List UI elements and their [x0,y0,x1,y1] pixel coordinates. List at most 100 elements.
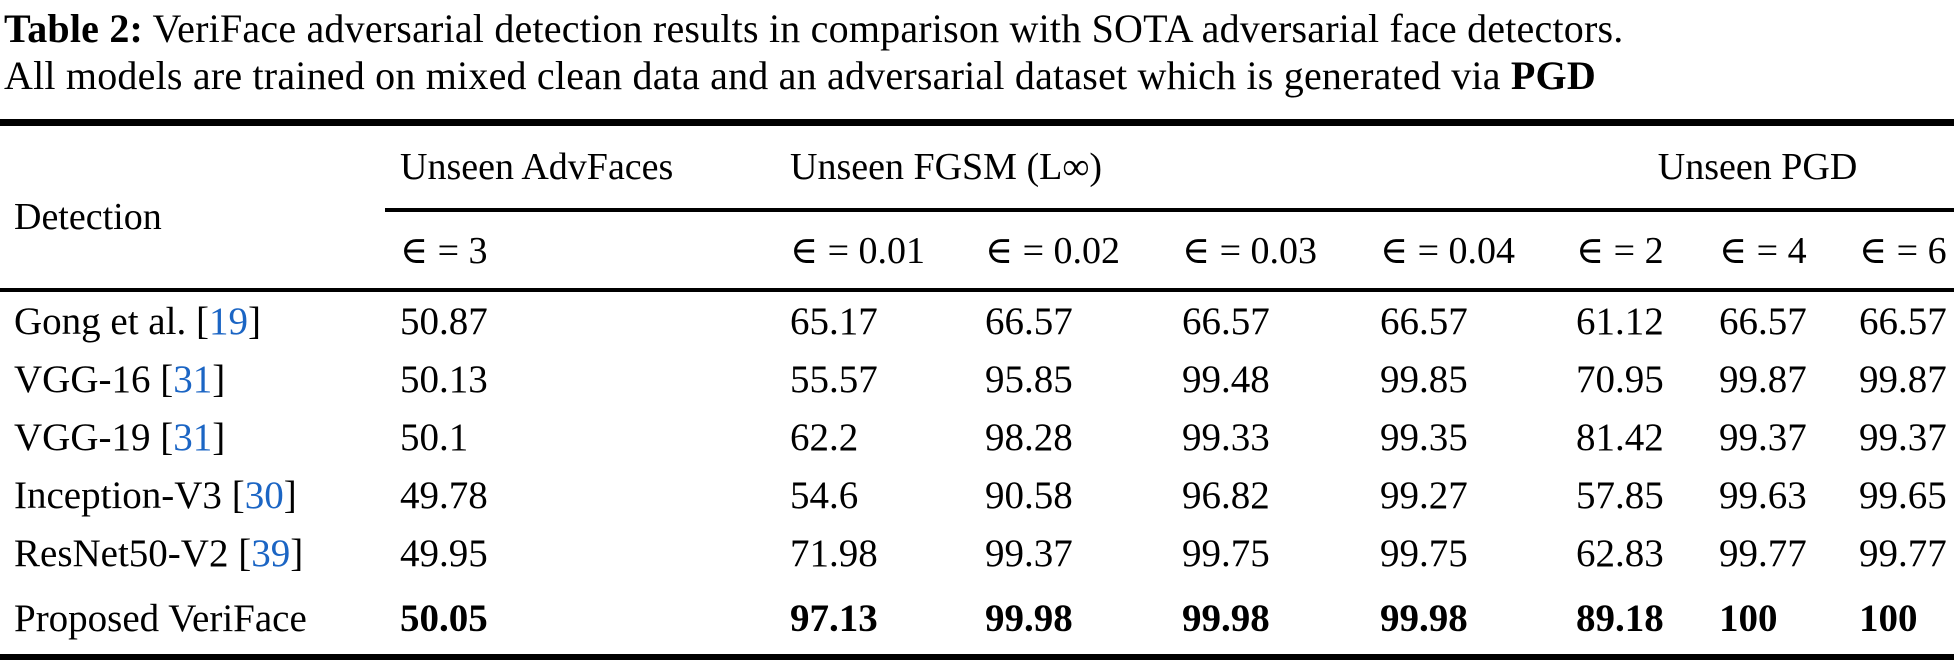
table-row-vgg16: VGG-16 [31] 50.13 55.57 95.85 99.48 99.8… [0,350,1954,408]
value-cell: 99.85 [1380,357,1468,401]
model-name: VGG-19 [31] [0,408,385,466]
model-name: VGG-16 [31] [0,350,385,408]
value-cell: 99.27 [1380,473,1468,517]
value-cell: 50.05 [400,596,488,640]
value-cell: 62.83 [1576,531,1664,575]
value-cell: 97.13 [790,596,878,640]
model-name: Proposed VeriFace [0,582,385,657]
value-cell: 99.33 [1182,415,1270,459]
value-cell: 99.87 [1719,357,1807,401]
value-cell: 90.58 [985,473,1073,517]
value-cell: 95.85 [985,357,1073,401]
citation-bracket-open: [ [150,357,174,401]
value-cell: 55.57 [790,357,878,401]
epsilon-header-fgsm-002: ∈ = 0.02 [970,210,1167,292]
table-caption: Table 2: VeriFace adversarial detection … [0,0,1954,99]
citation-bracket-open: [ [150,415,174,459]
value-cell: 50.1 [400,415,469,459]
value-cell: 49.78 [400,473,488,517]
epsilon-header-fgsm-001: ∈ = 0.01 [775,210,970,292]
model-name: Gong et al. [19] [0,290,385,350]
value-cell: 65.17 [790,299,878,343]
table-row-vgg19: VGG-19 [31] 50.1 62.2 98.28 99.33 99.35 … [0,408,1954,466]
table-row-proposed-veriface: Proposed VeriFace 50.05 97.13 99.98 99.9… [0,582,1954,657]
citation-bracket-open: [ [221,473,245,517]
model-label: Proposed VeriFace [14,596,307,640]
value-cell: 99.77 [1719,531,1807,575]
group-header-advfaces: Unseen AdvFaces [385,122,775,212]
citation-bracket-open: [ [228,531,252,575]
value-cell: 57.85 [1576,473,1664,517]
value-cell: 50.87 [400,299,488,343]
citation-bracket-close: ] [290,531,304,575]
model-label: ResNet50-V2 [14,531,229,575]
value-cell: 99.98 [1380,596,1468,640]
value-cell: 66.57 [1719,299,1807,343]
value-cell: 99.37 [1859,415,1947,459]
citation-bracket-close: ] [212,415,226,459]
results-table: Detection Unseen AdvFaces Unseen FGSM (L… [0,119,1954,660]
group-header-row: Detection Unseen AdvFaces Unseen FGSM (L… [0,122,1954,292]
epsilon-header-row: ∈ = 3 ∈ = 0.01 ∈ = 0.02 ∈ = 0.03 ∈ = 0.0… [0,210,1954,292]
value-cell: 100 [1719,596,1778,640]
table-row-gong: Gong et al. [19] 50.87 65.17 66.57 66.57… [0,290,1954,350]
caption-pgd-bold: PGD [1510,53,1596,98]
value-cell: 66.57 [1380,299,1468,343]
citation-bracket-close: ] [212,357,226,401]
model-label: Gong et al. [14,299,187,343]
value-cell: 99.87 [1859,357,1947,401]
caption-line1: VeriFace adversarial detection results i… [143,6,1624,51]
value-cell: 99.75 [1182,531,1270,575]
model-name: ResNet50-V2 [39] [0,524,385,582]
citation-link[interactable]: 31 [173,357,213,401]
table-row-resnet: ResNet50-V2 [39] 49.95 71.98 99.37 99.75… [0,524,1954,582]
value-cell: 62.2 [790,415,859,459]
citation-bracket-open: [ [186,299,209,343]
model-name: Inception-V3 [30] [0,466,385,524]
epsilon-header-fgsm-004: ∈ = 0.04 [1365,210,1562,292]
value-cell: 49.95 [400,531,488,575]
value-cell: 99.77 [1859,531,1947,575]
group-header-fgsm: Unseen FGSM (L∞) [775,122,1562,212]
value-cell: 66.57 [1182,299,1270,343]
value-cell: 99.98 [1182,596,1270,640]
value-cell: 99.37 [985,531,1073,575]
value-cell: 99.35 [1380,415,1468,459]
value-cell: 50.13 [400,357,488,401]
value-cell: 70.95 [1576,357,1664,401]
citation-link[interactable]: 31 [173,415,213,459]
epsilon-header-fgsm-003: ∈ = 0.03 [1167,210,1365,292]
epsilon-header-advfaces-3: ∈ = 3 [385,210,775,292]
citation-link[interactable]: 30 [244,473,284,517]
value-cell: 99.98 [985,596,1073,640]
value-cell: 71.98 [790,531,878,575]
value-cell: 99.75 [1380,531,1468,575]
citation-link[interactable]: 19 [208,299,248,343]
citation-bracket-close: ] [247,299,261,343]
citation-bracket-close: ] [283,473,297,517]
epsilon-header-pgd-6: ∈ = 6 [1844,210,1954,292]
epsilon-header-pgd-2: ∈ = 2 [1561,210,1705,292]
value-cell: 99.63 [1719,473,1807,517]
caption-line2: All models are trained on mixed clean da… [4,53,1511,98]
citation-link[interactable]: 39 [251,531,291,575]
value-cell: 99.37 [1719,415,1807,459]
value-cell: 66.57 [985,299,1073,343]
model-label: VGG-16 [14,357,151,401]
value-cell: 98.28 [985,415,1073,459]
value-cell: 81.42 [1576,415,1664,459]
value-cell: 89.18 [1576,596,1664,640]
value-cell: 66.57 [1859,299,1947,343]
value-cell: 54.6 [790,473,859,517]
value-cell: 100 [1859,596,1918,640]
model-label: Inception-V3 [14,473,222,517]
value-cell: 99.65 [1859,473,1947,517]
model-label: VGG-19 [14,415,151,459]
epsilon-header-pgd-4: ∈ = 4 [1704,210,1845,292]
caption-label: Table 2: [4,6,144,51]
value-cell: 96.82 [1182,473,1270,517]
value-cell: 61.12 [1576,299,1664,343]
column-header-detection: Detection [0,122,385,292]
table-row-inception: Inception-V3 [30] 49.78 54.6 90.58 96.82… [0,466,1954,524]
value-cell: 99.48 [1182,357,1270,401]
